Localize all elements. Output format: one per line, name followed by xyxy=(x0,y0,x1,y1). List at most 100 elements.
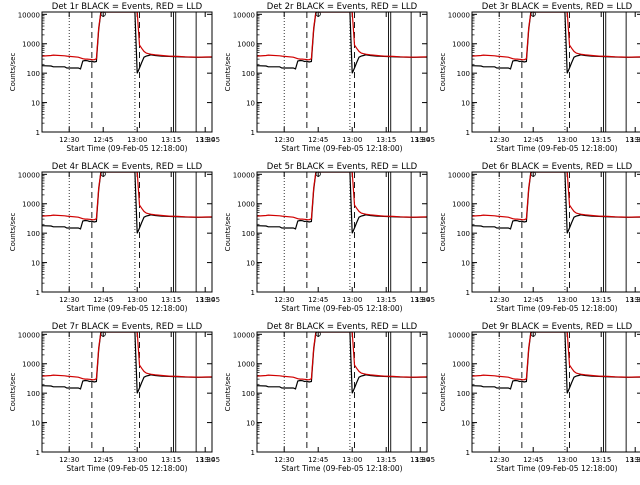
y-tick-label: 1000 xyxy=(452,41,470,49)
y-tick-label: 1 xyxy=(466,289,470,297)
y-tick-label: 10 xyxy=(461,100,470,108)
y-tick-label: 1 xyxy=(466,129,470,137)
y-tick-label: 1 xyxy=(36,129,40,137)
y-tick-label: 100 xyxy=(27,390,40,398)
x-tick-label: 12:30 xyxy=(489,296,509,304)
panel-det-9r: Det 9r BLACK = Events, RED = LLD Counts/s… xyxy=(439,322,640,473)
x-tick-label: 12:30 xyxy=(489,456,509,464)
x-tick-label: 13:15 xyxy=(591,456,611,464)
y-tick-label: 10000 xyxy=(448,171,470,179)
y-axis-label: Counts/sec xyxy=(439,213,447,252)
panel-det-4r: Det 4r BLACK = Events, RED = LLD Counts/s… xyxy=(9,162,220,313)
panel-title: Det 5r BLACK = Events, RED = LLD xyxy=(267,162,418,172)
y-tick-label: 10 xyxy=(461,260,470,268)
panel-det-5r: Det 5r BLACK = Events, RED = LLD Counts/s… xyxy=(224,162,435,313)
x-tick-label: 13:45 xyxy=(415,136,435,144)
y-tick-label: 10000 xyxy=(18,331,40,339)
y-tick-label: 10 xyxy=(31,260,40,268)
y-tick-label: 100 xyxy=(242,70,255,78)
x-tick-label: 12:30 xyxy=(489,136,509,144)
series-events-line xyxy=(472,172,640,234)
x-tick-label: 12:45 xyxy=(93,456,113,464)
y-tick-label: 10000 xyxy=(448,331,470,339)
y-tick-label: 1000 xyxy=(452,201,470,209)
x-tick-label: 12:45 xyxy=(93,136,113,144)
y-tick-label: 10 xyxy=(246,420,255,428)
x-tick-label: 13:00 xyxy=(557,296,577,304)
y-tick-label: 10 xyxy=(246,100,255,108)
x-tick-label: 12:30 xyxy=(274,296,294,304)
x-tick-label: 13:30 xyxy=(195,456,215,464)
y-tick-label: 100 xyxy=(242,230,255,238)
y-tick-label: 10000 xyxy=(18,171,40,179)
x-tick-label: 13:30 xyxy=(625,296,640,304)
x-tick-label: 13:30 xyxy=(410,136,430,144)
x-tick-label: 13:15 xyxy=(376,296,396,304)
plot-frame xyxy=(471,11,640,133)
y-tick-label: 1000 xyxy=(237,361,255,369)
panel-det-3r: Det 3r BLACK = Events, RED = LLD Counts/s… xyxy=(439,2,640,153)
x-tick-label: 13:00 xyxy=(127,296,147,304)
x-tick-label: 13:00 xyxy=(557,456,577,464)
y-tick-label: 1 xyxy=(36,289,40,297)
panel-det-6r: Det 6r BLACK = Events, RED = LLD Counts/s… xyxy=(439,162,640,313)
y-tick-label: 1000 xyxy=(237,41,255,49)
y-axis-label: Counts/sec xyxy=(224,53,232,92)
x-tick-label: 13:45 xyxy=(630,136,640,144)
x-tick-label: 13:15 xyxy=(376,136,396,144)
panel-title: Det 9r BLACK = Events, RED = LLD xyxy=(482,322,633,332)
x-axis-label: Start Time (09-Feb-05 12:18:00) xyxy=(281,304,402,313)
x-tick-label: 12:45 xyxy=(523,136,543,144)
y-tick-label: 1 xyxy=(251,129,255,137)
y-tick-label: 10 xyxy=(31,420,40,428)
x-tick-label: 13:45 xyxy=(200,296,220,304)
y-tick-label: 1 xyxy=(251,289,255,297)
panel-title: Det 4r BLACK = Events, RED = LLD xyxy=(52,162,203,172)
y-tick-label: 100 xyxy=(27,230,40,238)
series-lld-line xyxy=(42,332,212,381)
x-tick-label: 13:30 xyxy=(195,296,215,304)
series-events-line xyxy=(472,332,640,394)
series-events-line xyxy=(257,12,427,74)
x-tick-label: 13:15 xyxy=(161,456,181,464)
y-axis-label: Counts/sec xyxy=(9,53,17,92)
x-tick-label: 13:30 xyxy=(410,296,430,304)
series-lld-line xyxy=(42,172,212,221)
panel-det-1r: Det 1r BLACK = Events, RED = LLD Counts/s… xyxy=(9,2,220,153)
x-tick-label: 12:45 xyxy=(523,296,543,304)
x-tick-label: 13:30 xyxy=(625,456,640,464)
x-axis-label: Start Time (09-Feb-05 12:18:00) xyxy=(281,144,402,153)
x-tick-label: 13:00 xyxy=(557,136,577,144)
y-tick-label: 1000 xyxy=(22,361,40,369)
series-lld-line xyxy=(472,172,640,221)
x-tick-label: 13:45 xyxy=(415,296,435,304)
plot-frame xyxy=(471,331,640,453)
series-events-line xyxy=(42,12,212,74)
x-tick-label: 13:15 xyxy=(161,136,181,144)
y-tick-label: 100 xyxy=(457,230,470,238)
panel-title: Det 8r BLACK = Events, RED = LLD xyxy=(267,322,418,332)
plot-frame xyxy=(41,171,213,293)
y-tick-label: 10000 xyxy=(233,331,255,339)
x-tick-label: 12:45 xyxy=(523,456,543,464)
y-tick-label: 10000 xyxy=(18,11,40,19)
y-axis-label: Counts/sec xyxy=(9,373,17,412)
x-tick-label: 13:00 xyxy=(342,136,362,144)
x-tick-label: 13:30 xyxy=(195,136,215,144)
x-tick-label: 13:45 xyxy=(630,296,640,304)
series-lld-line xyxy=(472,12,640,61)
series-lld-line xyxy=(472,332,640,381)
y-tick-label: 10000 xyxy=(233,171,255,179)
y-tick-label: 100 xyxy=(242,390,255,398)
panel-det-2r: Det 2r BLACK = Events, RED = LLD Counts/s… xyxy=(224,2,435,153)
x-tick-label: 12:45 xyxy=(308,456,328,464)
series-events-line xyxy=(472,12,640,74)
y-tick-label: 100 xyxy=(27,70,40,78)
panel-det-7r: Det 7r BLACK = Events, RED = LLD Counts/s… xyxy=(9,322,220,473)
y-tick-label: 10 xyxy=(31,100,40,108)
x-tick-label: 12:30 xyxy=(274,456,294,464)
plot-frame xyxy=(41,11,213,133)
x-tick-label: 13:45 xyxy=(415,456,435,464)
x-tick-label: 13:30 xyxy=(625,136,640,144)
